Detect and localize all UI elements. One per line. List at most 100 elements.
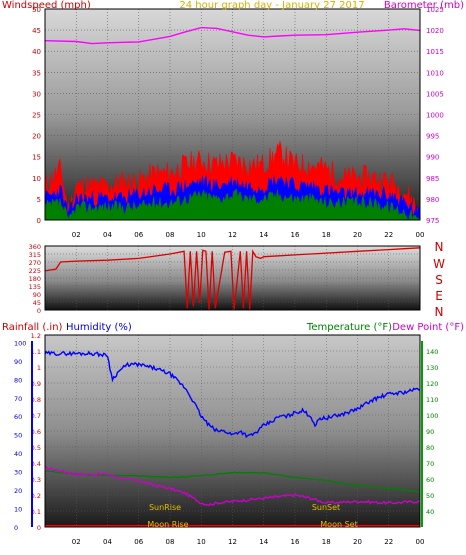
temperature-line <box>44 470 421 493</box>
temperature-y-tick: 100 <box>426 412 438 420</box>
wind-x-tick: 10 <box>197 231 206 239</box>
rain-y-tick: 1.1 <box>31 348 41 356</box>
sunrise-label: SunRise <box>149 503 181 512</box>
temperature-y-tick: 50 <box>426 492 434 500</box>
compass-w: W <box>433 257 445 271</box>
wind-x-tick: 12 <box>228 231 237 239</box>
rain-y-tick: 1.2 <box>31 332 41 340</box>
rain-y-tick: 0.6 <box>31 428 41 436</box>
direction-y-tick: 180 <box>29 275 41 283</box>
wind-y-tick: 10 <box>32 175 41 183</box>
average-wind-area <box>44 188 421 221</box>
wind-y-tick: 0 <box>37 217 41 225</box>
humidity-line <box>44 350 421 439</box>
direction-y-tick: 270 <box>29 259 41 267</box>
barometer-y-tick: 1010 <box>426 69 444 77</box>
humidity-x-tick: 20 <box>353 538 362 546</box>
wind-x-tick: 18 <box>322 231 331 239</box>
barometer-y-tick: 980 <box>426 196 439 204</box>
compass-e: E <box>435 289 443 303</box>
temperature-y-tick: 60 <box>426 476 434 484</box>
direction-y-tick: 0 <box>37 307 41 315</box>
temperature-y-tick: 130 <box>426 364 438 372</box>
direction-y-tick: 90 <box>33 291 41 299</box>
moonset-label: Moon Set <box>320 520 357 529</box>
wind-y-tick: 25 <box>32 112 41 120</box>
wind-x-tick: 06 <box>134 231 143 239</box>
direction-y-tick: 360 <box>29 243 41 251</box>
rain-y-tick: 0.1 <box>31 508 41 516</box>
humidity-axis-label: Humidity (%) <box>66 322 132 333</box>
wind-x-tick: 04 <box>103 231 112 239</box>
humidity-y-tick: 20 <box>14 487 22 495</box>
wind-y-tick: 40 <box>32 48 41 56</box>
wind-x-tick: 08 <box>166 231 175 239</box>
barometer-y-tick: 1025 <box>426 6 444 14</box>
humidity-x-tick: 04 <box>103 538 112 546</box>
rainfall-axis-label: Rainfall (.in) <box>2 322 63 333</box>
rain-y-tick: 0 <box>37 524 41 532</box>
humidity-y-tick: 80 <box>14 376 22 384</box>
barometer-y-tick: 1000 <box>426 112 444 120</box>
rain-y-tick: 0.3 <box>31 476 41 484</box>
wind-y-tick: 15 <box>32 154 41 162</box>
wind-x-tick: 22 <box>384 231 393 239</box>
direction-y-tick: 315 <box>29 251 41 259</box>
humidity-x-tick: 06 <box>134 538 143 546</box>
humidity-y-tick: 50 <box>14 432 22 440</box>
direction-y-tick: 45 <box>33 299 41 307</box>
humidity-y-tick: 70 <box>14 395 22 403</box>
rain-y-tick: 1 <box>37 364 41 372</box>
wind-x-tick: 16 <box>291 231 300 239</box>
humidity-y-tick: 30 <box>14 469 22 477</box>
wind-plot-frame <box>44 8 421 221</box>
humidity-x-tick: 16 <box>291 538 300 546</box>
compass-s: S <box>435 273 443 287</box>
humidity-y-tick: 90 <box>14 358 22 366</box>
direction-plot-frame <box>44 245 421 311</box>
temperature-y-tick: 80 <box>426 444 434 452</box>
wind-x-tick: 02 <box>72 231 81 239</box>
barometer-y-tick: 1005 <box>426 90 444 98</box>
barometer-y-tick: 995 <box>426 133 439 141</box>
dewpoint-axis-label: Dew Point (°F) <box>392 322 464 333</box>
barometer-y-tick: 985 <box>426 175 439 183</box>
barometer-line <box>44 26 421 45</box>
temperature-y-tick: 110 <box>426 396 438 404</box>
humidity-y-tick: 60 <box>14 413 22 421</box>
humidity-x-tick: 14 <box>259 538 268 546</box>
barometer-y-tick: 990 <box>426 154 439 162</box>
humidity-x-tick: 18 <box>322 538 331 546</box>
dewpoint-line <box>44 466 421 507</box>
direction-y-tick: 225 <box>29 267 41 275</box>
wind-x-tick: 20 <box>353 231 362 239</box>
chart-title: 24 hour graph day - January 27 2017 <box>179 0 364 11</box>
compass-n-top: N <box>435 240 444 254</box>
temperature-y-tick: 120 <box>426 380 438 388</box>
rain-y-tick: 0.8 <box>31 396 41 404</box>
temperature-y-tick: 70 <box>426 460 434 468</box>
wind-x-tick: 14 <box>259 231 268 239</box>
moonrise-label: Moon Rise <box>147 520 188 529</box>
wind-y-tick: 45 <box>32 27 41 35</box>
humidity-x-tick: 00 <box>416 538 425 546</box>
wind-direction-line <box>44 247 421 311</box>
rain-y-tick: 0.7 <box>31 412 41 420</box>
humidity-x-tick: 08 <box>166 538 175 546</box>
direction-y-tick: 135 <box>29 283 41 291</box>
rain-y-tick: 0.5 <box>31 444 41 452</box>
humidity-x-tick: 10 <box>197 538 206 546</box>
compass-n-bottom: N <box>435 305 444 319</box>
wind-y-tick: 20 <box>32 133 41 141</box>
barometer-y-tick: 1020 <box>426 27 444 35</box>
rain-y-tick: 0.9 <box>31 380 41 388</box>
wind-y-tick: 35 <box>32 69 41 77</box>
barometer-axis-label: Barometer (mb) <box>384 0 464 11</box>
rain-y-tick: 0.4 <box>31 460 41 468</box>
barometer-y-tick: 1015 <box>426 48 444 56</box>
humidity-plot-frame <box>44 334 421 528</box>
wind-y-tick: 30 <box>32 90 41 98</box>
wind-y-tick: 5 <box>37 196 41 204</box>
